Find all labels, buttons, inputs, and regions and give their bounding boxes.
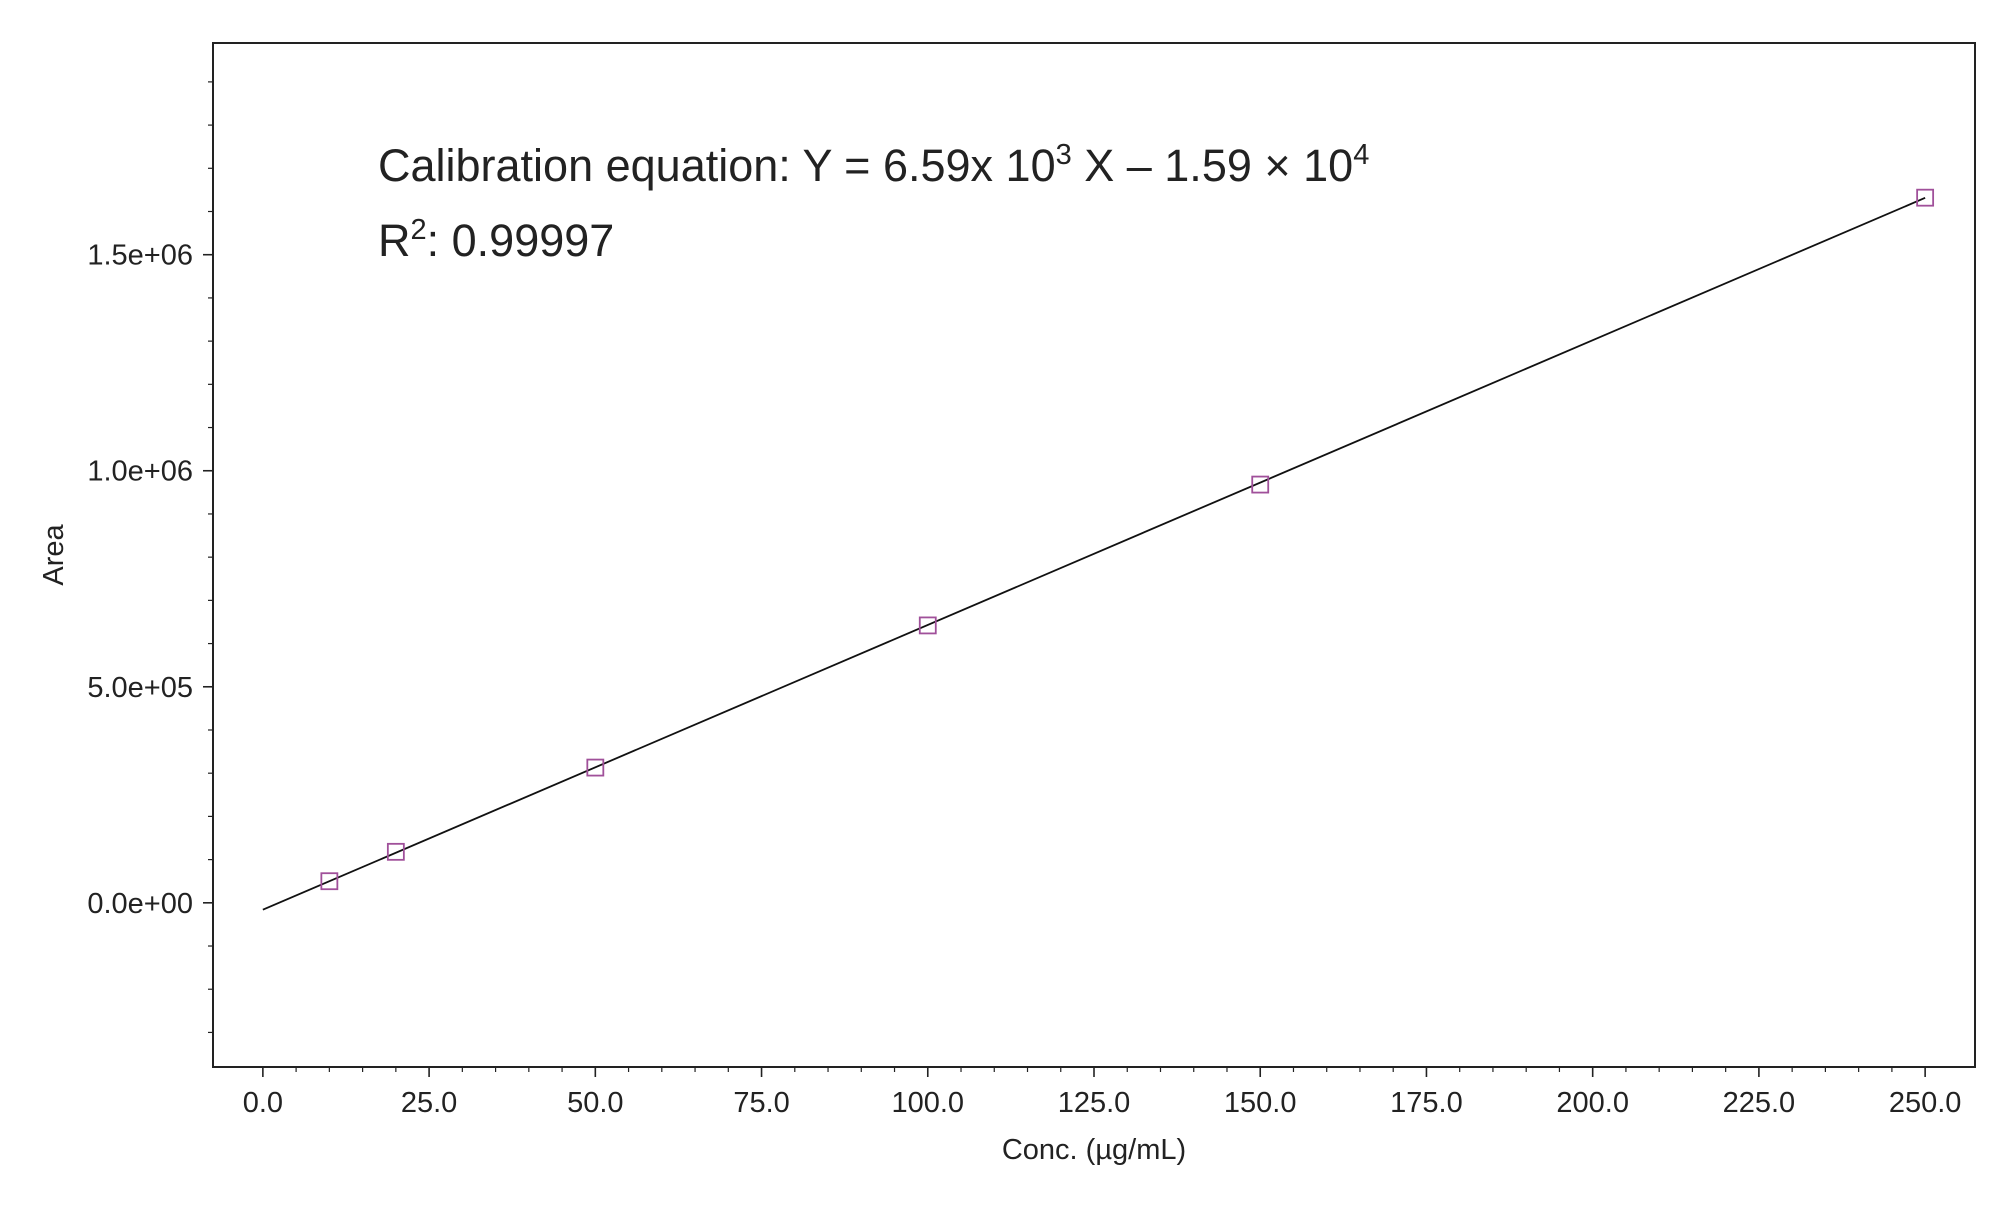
x-tick-label: 75.0 [733, 1087, 789, 1119]
equation-exponent-1: 3 [1056, 139, 1072, 171]
y-axis-title: Area [38, 524, 70, 586]
equation-exponent-2: 4 [1353, 139, 1369, 171]
y-tick-label: 1.0e+06 [87, 456, 193, 488]
r-squared-value: : 0.99997 [427, 215, 615, 266]
equation-prefix: Calibration equation: Y = 6.59x 10 [378, 140, 1056, 191]
data-point-marker [386, 842, 405, 861]
x-tick-label: 250.0 [1889, 1087, 1962, 1119]
x-tick-label: 150.0 [1224, 1087, 1297, 1119]
fit-line [262, 197, 1926, 911]
y-tick-label: 5.0e+05 [87, 672, 193, 704]
data-point-marker [1251, 475, 1270, 494]
x-tick-label: 25.0 [401, 1087, 457, 1119]
plot-frame [212, 42, 1976, 1068]
y-tick-label: 0.0e+00 [87, 888, 193, 920]
equation-middle: X – 1.59 × 10 [1072, 140, 1353, 191]
r-squared-base: R [378, 215, 411, 266]
x-tick-label: 200.0 [1556, 1087, 1629, 1119]
calibration-equation: Calibration equation: Y = 6.59x 103 X – … [378, 139, 1369, 191]
r-squared: R2: 0.99997 [378, 214, 614, 266]
data-points [320, 188, 1935, 891]
x-tick-label: 125.0 [1058, 1087, 1131, 1119]
x-axis: 0.0 25.0 50.0 75.0 100.0 125.0 150.0 175.0 200.0… [243, 1067, 1962, 1119]
x-tick-label: 225.0 [1723, 1087, 1796, 1119]
x-axis-title: Conc. (µg/mL) [1002, 1134, 1186, 1166]
x-tick-label: 100.0 [891, 1087, 964, 1119]
x-tick-label: 175.0 [1390, 1087, 1463, 1119]
y-tick-label: 1.5e+06 [87, 240, 193, 272]
r-squared-exponent: 2 [411, 214, 427, 246]
x-tick-label: 0.0 [243, 1087, 283, 1119]
y-axis: 0.0e+00 5.0e+05 1.0e+06 1.5e+06 [87, 81, 213, 1034]
data-point-marker [918, 616, 937, 635]
x-tick-label: 50.0 [567, 1087, 623, 1119]
data-point-marker [586, 758, 605, 777]
data-point-marker [1916, 188, 1935, 207]
data-point-marker [320, 872, 339, 891]
